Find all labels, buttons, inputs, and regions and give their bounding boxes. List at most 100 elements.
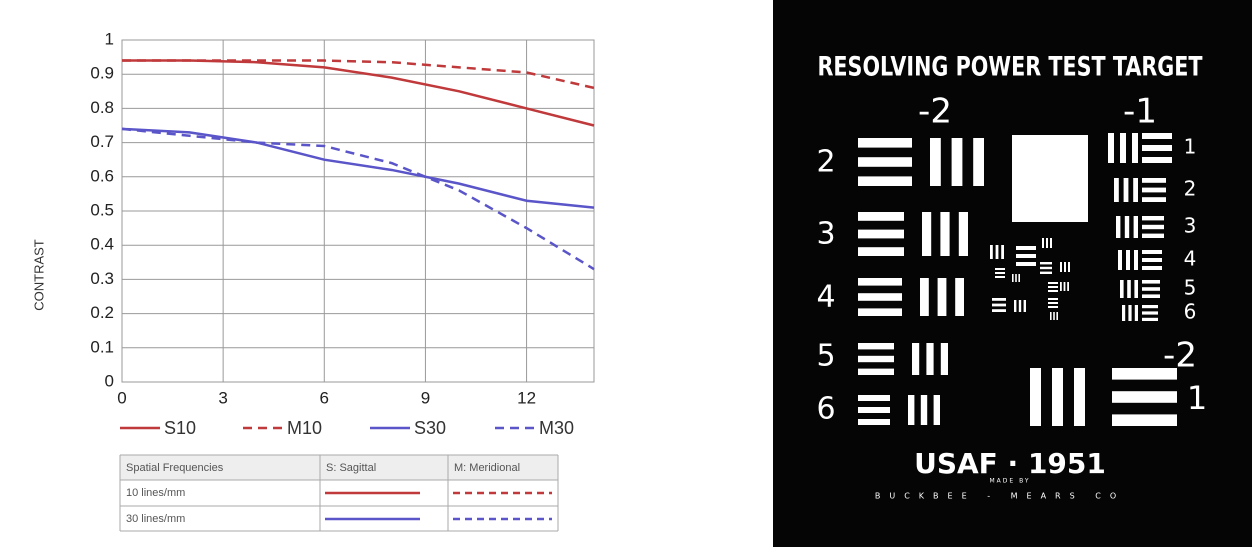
target-bar — [996, 245, 999, 259]
target-bar — [1125, 216, 1129, 238]
target-bar — [1053, 312, 1055, 320]
target-bar — [992, 298, 1006, 301]
element-label: 4 — [816, 280, 835, 315]
target-bar — [922, 212, 931, 256]
target-bar — [1048, 286, 1058, 288]
target-bar — [1142, 133, 1172, 139]
target-bar — [858, 369, 894, 375]
made-by: MADE BY — [989, 478, 1030, 485]
target-bar — [1116, 216, 1120, 238]
target-bar — [1142, 305, 1158, 308]
y-tick-label: 0.4 — [90, 235, 114, 254]
element-label: 4 — [1184, 247, 1197, 271]
group-label: -1 — [1123, 92, 1157, 132]
target-bar — [912, 343, 919, 375]
target-bar — [1142, 145, 1172, 151]
element-label: 5 — [816, 339, 835, 374]
target-bar — [1016, 246, 1036, 250]
target-bar — [1050, 312, 1052, 320]
element-label: 6 — [1184, 300, 1197, 324]
target-bar — [952, 138, 963, 186]
target-bar — [858, 157, 912, 167]
target-bar — [1142, 216, 1164, 220]
target-bar — [1040, 267, 1052, 269]
y-tick-label: 1 — [105, 29, 114, 48]
target-bar — [1108, 133, 1114, 163]
target-bar — [1133, 178, 1138, 202]
target-bar — [921, 395, 927, 425]
target-bar — [1142, 188, 1166, 193]
x-tick-label: 3 — [218, 388, 227, 407]
target-bar — [995, 276, 1005, 278]
target-bar — [930, 138, 941, 186]
target-bar — [1142, 258, 1162, 262]
target-bar — [1042, 238, 1044, 248]
x-tick-label: 9 — [421, 388, 430, 407]
legend-label: M10 — [287, 418, 322, 438]
target-bar — [1134, 216, 1138, 238]
target-bar — [1142, 197, 1166, 202]
target-bar — [938, 278, 947, 316]
element-label: 6 — [816, 392, 835, 427]
target-bar — [1040, 272, 1052, 274]
target-bar — [858, 138, 912, 148]
element-label: 2 — [816, 145, 835, 180]
y-tick-label: 0.9 — [90, 64, 114, 83]
target-bar — [1012, 274, 1014, 282]
target-bar — [1128, 305, 1131, 321]
y-tick-label: 0.6 — [90, 166, 114, 185]
target-bar — [858, 230, 904, 239]
y-tick-label: 0.8 — [90, 98, 114, 117]
target-bar — [1016, 254, 1036, 258]
target-bar — [1052, 368, 1063, 426]
x-tick-label: 6 — [320, 388, 329, 407]
x-tick-label: 12 — [517, 388, 536, 407]
element-label: 1 — [1187, 379, 1207, 417]
y-tick-label: 0.7 — [90, 132, 114, 151]
target-bar — [990, 245, 993, 259]
target-bar — [1142, 294, 1160, 298]
target-bar — [1060, 262, 1062, 272]
target-bar — [959, 212, 968, 256]
group-label: -2 — [918, 92, 952, 132]
target-bar — [1046, 238, 1048, 248]
target-bar — [941, 343, 948, 375]
target-bar — [1142, 311, 1158, 314]
target-bar — [955, 278, 964, 316]
target-name: USAF · 1951 — [914, 447, 1106, 480]
target-bar — [920, 278, 929, 316]
target-bar — [1142, 280, 1160, 284]
target-bar — [1142, 287, 1160, 291]
element-label: 1 — [1184, 135, 1197, 159]
target-square — [1012, 135, 1088, 222]
target-bar — [858, 247, 904, 256]
target-bar — [1112, 414, 1177, 426]
y-tick-label: 0 — [105, 371, 114, 390]
target-bar — [1134, 280, 1138, 298]
target-bar — [1120, 133, 1126, 163]
target-bar — [858, 356, 894, 362]
target-bar — [1067, 282, 1069, 291]
target-bar — [1015, 274, 1017, 282]
y-tick-label: 0.2 — [90, 303, 114, 322]
target-bar — [1142, 266, 1162, 270]
target-bar — [858, 278, 902, 286]
element-label: 3 — [1184, 214, 1197, 238]
target-bar — [1134, 250, 1138, 270]
target-bar — [934, 395, 940, 425]
page: CONTRAST 00.10.20.30.40.50.60.70.80.9103… — [0, 0, 1252, 547]
target-bar — [1048, 290, 1058, 292]
target-bar — [1120, 280, 1124, 298]
target-bar — [858, 176, 912, 186]
table-header: M: Meridional — [454, 462, 520, 474]
target-bar — [1114, 178, 1119, 202]
target-bar — [1056, 312, 1058, 320]
target-bar — [1135, 305, 1138, 321]
target-bar — [1118, 250, 1122, 270]
target-bar — [1142, 225, 1164, 229]
target-bar — [1024, 300, 1026, 312]
target-bar — [995, 268, 1005, 270]
target-bar — [1014, 300, 1016, 312]
target-bar — [1060, 282, 1062, 291]
element-label: 5 — [1184, 276, 1197, 300]
